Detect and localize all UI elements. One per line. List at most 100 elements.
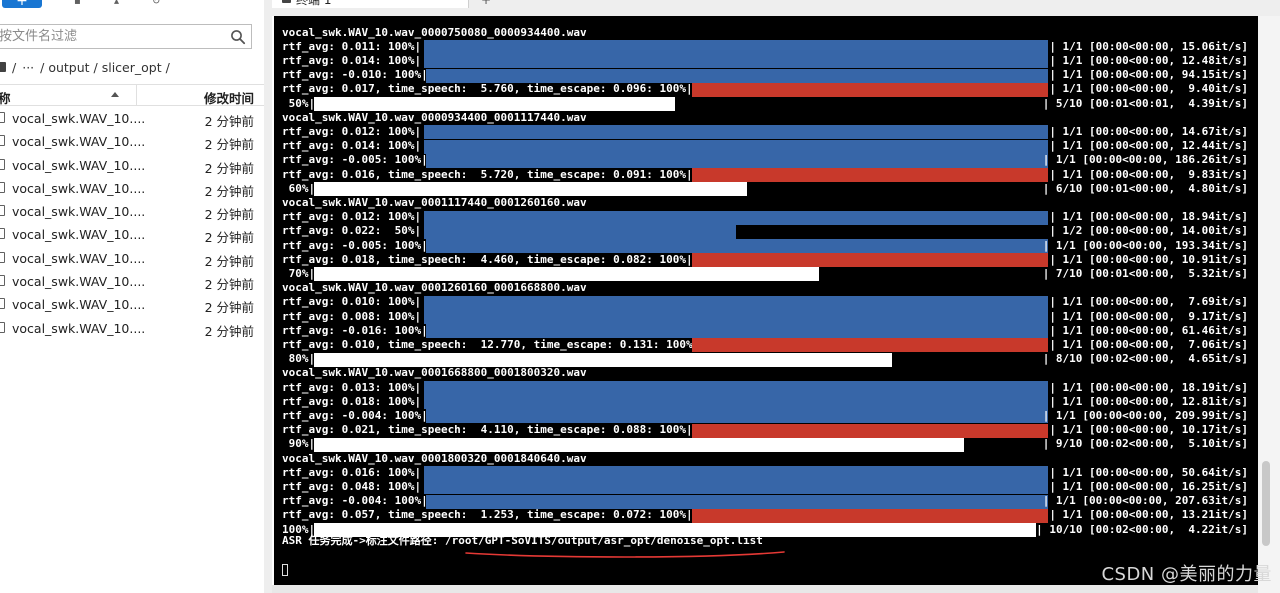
file-list-item[interactable]: vocal_swk.WAV_10.... 2 分钟前 [0,154,264,177]
search-icon[interactable] [230,29,246,45]
progress-label: rtf_avg: 0.012: 100%| [282,210,422,224]
file-icon [0,181,5,193]
progress-bar-fill [424,395,1048,410]
progress-label: rtf_avg: 0.010, time_speech: 12.770, tim… [282,337,700,351]
file-name: vocal_swk.WAV_10.... [12,250,146,266]
overall-progress-label: 90%| [282,437,316,451]
file-list-item[interactable]: vocal_swk.WAV_10.... 2 分钟前 [0,107,264,130]
file-icon [0,112,5,123]
terminal-scrollbar[interactable] [1258,16,1280,593]
progress-bar-fill [692,508,1048,523]
progress-bar-fill [424,224,736,239]
panel-resize-handle[interactable] [264,0,272,593]
progress-stat: | 1/1 [00:00<00:00, 61.46it/s] [1049,323,1248,337]
progress-bar-fill [692,168,1048,182]
file-name: vocal_swk.WAV_10.... [12,297,146,313]
name-column-header[interactable]: 称 [0,91,11,106]
file-list-item[interactable]: vocal_swk.WAV_10.... 2 分钟前 [0,293,264,316]
scrollbar-thumb[interactable] [1262,461,1270,546]
column-divider[interactable] [136,85,137,106]
progress-stat: | 1/1 [00:00<00:00, 7.06it/s] [1049,337,1248,351]
overall-progress-fill [314,523,1036,537]
progress-label: rtf_avg: 0.018, time_speech: 4.460, time… [282,252,693,266]
progress-label: rtf_avg: 0.016: 100%| [282,465,422,479]
progress-bar-fill [426,239,1048,253]
file-icon [0,205,5,217]
breadcrumb-path[interactable]: / output / slicer_opt / [40,59,170,75]
file-list-item[interactable]: vocal_swk.WAV_10.... 2 分钟前 [0,247,264,270]
new-launcher-button[interactable]: + [2,0,42,9]
file-name: vocal_swk.WAV_10.... [12,157,146,173]
progress-bar-fill [692,338,1048,353]
segment-filename-line: vocal_swk.WAV_10.wav_0000934400_00011174… [282,110,587,124]
modified-column-header[interactable]: 修改时间 [203,91,254,106]
file-filter-input[interactable] [0,25,219,48]
progress-label: rtf_avg: -0.004: 100%| [282,494,428,508]
progress-stat: | 1/1 [00:00<00:00, 193.34it/s] [1042,238,1248,252]
terminal-output[interactable]: vocal_swk.WAV_10.wav_0000750080_00009344… [274,16,1258,585]
add-tab-button[interactable]: + [480,0,492,7]
file-list-item[interactable]: vocal_swk.WAV_10.... 2 分钟前 [0,200,264,223]
file-list-item[interactable]: vocal_swk.WAV_10.... 2 分钟前 [0,317,264,340]
file-icon [0,135,5,147]
file-filter-box [0,24,252,49]
folder-icon[interactable] [0,62,6,72]
overall-progress-fill [314,352,892,367]
file-icon [0,298,5,310]
progress-stat: | 1/1 [00:00<00:00, 13.21it/s] [1049,508,1248,522]
file-list-item[interactable]: vocal_swk.WAV_10.... 2 分钟前 [0,223,264,246]
progress-label: rtf_avg: -0.005: 100%| [282,153,428,167]
segment-filename-line: vocal_swk.WAV_10.wav_0001800320_00018406… [282,451,587,465]
progress-label: rtf_avg: 0.057, time_speech: 1.253, time… [282,508,693,522]
progress-label: rtf_avg: 0.008: 100%| [282,309,422,323]
segment-filename-line: vocal_swk.WAV_10.wav_0000750080_00009344… [282,25,587,39]
file-list-item[interactable]: vocal_swk.WAV_10.... 2 分钟前 [0,130,264,153]
refresh-icon[interactable]: ↻ [152,0,161,7]
sort-ascending-icon[interactable] [111,92,119,97]
progress-stat: | 1/1 [00:00<00:00, 12.48it/s] [1049,53,1248,67]
file-modified: 2 分钟前 [204,207,254,223]
progress-stat: | 1/1 [00:00<00:00, 16.25it/s] [1049,479,1248,493]
tab-terminal-1[interactable]: 终端 1 [272,0,469,8]
overall-progress-fill [314,437,964,452]
new-folder-icon[interactable]: ▪ [74,0,81,7]
file-icon [0,251,5,263]
overall-progress-label: 80%| [282,352,316,366]
progress-stat: | 1/1 [00:00<00:00, 9.40it/s] [1049,82,1248,96]
progress-stat: | 1/1 [00:00<00:00, 209.99it/s] [1042,408,1248,422]
file-name: vocal_swk.WAV_10.... [12,204,146,220]
progress-bar-fill [424,310,1048,324]
asr-complete-line: ASR 任务完成->标注文件路径: /root/GPT-SoVITS/outpu… [282,534,763,548]
file-list-item[interactable]: vocal_swk.WAV_10.... 2 分钟前 [0,177,264,200]
overall-progress-stat: | 10/10 [00:02<00:00, 4.22it/s] [1036,522,1248,536]
file-browser-panel: + ▪ ▴ ↻ / ··· / output / slicer_opt / 称 … [0,0,264,593]
progress-stat: | 1/1 [00:00<00:00, 12.44it/s] [1049,139,1248,153]
progress-bar-fill [424,40,1048,55]
progress-label: rtf_avg: 0.013: 100%| [282,380,422,394]
progress-label: rtf_avg: 0.011: 100%| [282,39,422,53]
file-list-item[interactable]: vocal_swk.WAV_10.... 2 分钟前 [0,270,264,293]
upload-icon[interactable]: ▴ [114,0,120,7]
progress-label: rtf_avg: 0.048: 100%| [282,479,422,493]
progress-stat: | 1/1 [00:00<00:00, 94.15it/s] [1049,68,1248,82]
file-modified: 2 分钟前 [204,277,254,293]
progress-stat: | 1/1 [00:00<00:00, 9.17it/s] [1049,309,1248,323]
progress-stat: | 1/1 [00:00<00:00, 207.63it/s] [1042,494,1248,508]
overall-progress-fill [314,97,675,111]
overall-progress-label: 60%| [282,181,316,195]
progress-bar-fill [424,295,1048,310]
overall-progress-stat: | 5/10 [00:01<00:01, 4.39it/s] [1042,96,1248,110]
progress-label: rtf_avg: 0.010: 100%| [282,295,422,309]
progress-bar-fill [692,253,1048,268]
asr-complete-message: ASR 任务完成->标注文件路径: [282,534,445,547]
output-path: /root/GPT-SoVITS/output/asr_opt/denoise_… [444,534,763,547]
watermark: CSDN @美丽的力量 [1101,564,1272,585]
file-name: vocal_swk.WAV_10.... [12,227,146,243]
file-modified: 2 分钟前 [204,183,254,199]
progress-bar-fill [424,381,1048,395]
file-name: vocal_swk.WAV_10.... [12,180,146,196]
red-underline-annotation [465,551,785,558]
segment-filename-line: vocal_swk.WAV_10.wav_0001260160_00016688… [282,281,587,295]
progress-stat: | 1/2 [00:00<00:00, 14.00it/s] [1049,224,1248,238]
breadcrumb-ellipsis[interactable]: ··· [22,59,35,75]
